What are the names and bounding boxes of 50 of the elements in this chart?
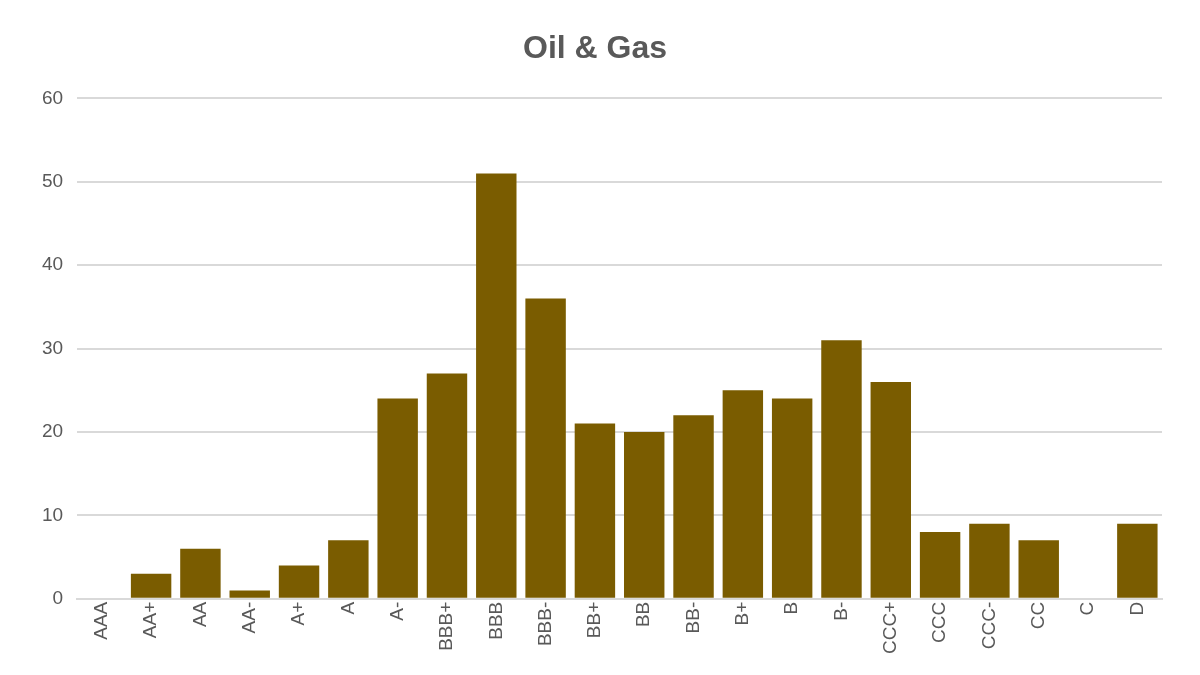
bar — [722, 390, 764, 598]
y-tick-label: 50 — [41, 170, 64, 192]
x-tick-label: CC — [1026, 601, 1048, 630]
bar — [574, 423, 616, 598]
bar — [1117, 523, 1158, 598]
bar — [1018, 540, 1059, 598]
x-tick-label: A — [336, 601, 358, 615]
x-tick-label: B+ — [731, 601, 753, 626]
y-tick-label: 30 — [41, 336, 64, 358]
y-tick-label: 40 — [41, 253, 64, 275]
bar — [821, 340, 862, 598]
x-tick-label: AA- — [237, 601, 259, 634]
bar — [919, 532, 961, 598]
x-tick-label: BBB+ — [435, 601, 457, 651]
bar — [426, 373, 468, 598]
x-tick-label: BB — [632, 601, 654, 628]
y-tick-label: 60 — [41, 86, 64, 108]
x-tick-label: BB+ — [583, 601, 605, 639]
x-tick-label: CCC — [928, 601, 950, 643]
bar — [476, 173, 517, 598]
y-tick-label: 10 — [41, 503, 64, 525]
x-tick-label: BBB — [484, 601, 506, 640]
bar — [525, 298, 566, 598]
bar — [969, 523, 1010, 598]
x-tick-label: AA — [188, 601, 210, 628]
bar — [180, 548, 221, 598]
bar — [130, 573, 172, 598]
x-tick-label: BBB- — [533, 601, 555, 647]
x-tick-label: CCC- — [977, 601, 999, 650]
x-tick-label: D — [1125, 601, 1147, 616]
bar — [673, 415, 714, 598]
bar — [377, 398, 418, 598]
x-tick-label: BB- — [681, 601, 703, 634]
x-tick-label: C — [1076, 601, 1098, 616]
x-tick-label: A+ — [287, 601, 309, 626]
x-tick-label: CCC+ — [879, 601, 901, 655]
bar — [870, 381, 911, 598]
y-tick-label: 20 — [41, 420, 64, 442]
bar — [771, 398, 813, 598]
chart-title: Oil & Gas — [522, 29, 668, 66]
bar — [624, 431, 665, 598]
x-tick-label: AAA — [90, 601, 112, 640]
bar — [229, 590, 270, 598]
x-tick-label: A- — [385, 601, 407, 621]
x-tick-label: B- — [829, 601, 851, 621]
bar — [328, 540, 369, 598]
bar — [278, 565, 320, 598]
x-tick-label: B — [780, 601, 802, 615]
y-tick-label: 0 — [52, 586, 64, 608]
x-tick-label: AA+ — [139, 601, 161, 639]
